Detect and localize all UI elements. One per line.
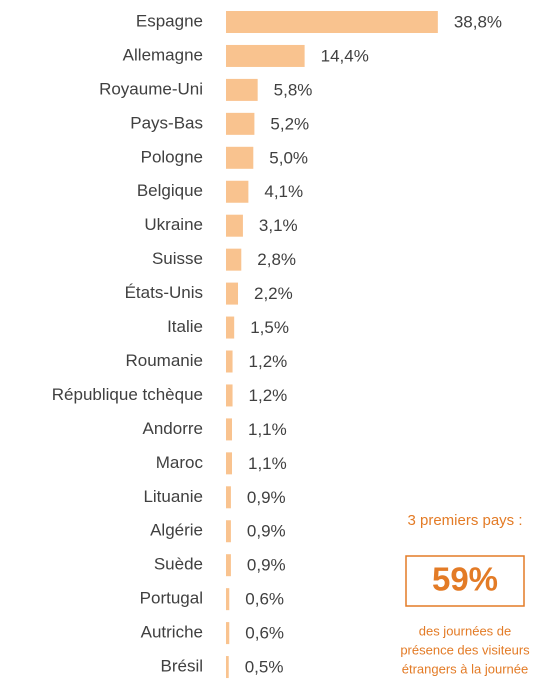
category-label: Suède xyxy=(154,555,203,574)
category-label: Autriche xyxy=(141,623,203,642)
bar xyxy=(226,452,233,475)
bar xyxy=(226,316,235,339)
category-label: Ukraine xyxy=(144,215,203,234)
category-label: Portugal xyxy=(140,589,203,608)
bar xyxy=(226,11,438,33)
category-label: Espagne xyxy=(136,11,203,30)
value-label: 1,2% xyxy=(249,352,288,371)
category-label: Suisse xyxy=(152,249,203,268)
bar xyxy=(226,520,231,543)
bar xyxy=(226,78,258,101)
category-label: Allemagne xyxy=(123,45,203,64)
value-label: 1,1% xyxy=(248,454,287,473)
annotation-box xyxy=(405,555,525,607)
category-label: États-Unis xyxy=(125,283,203,302)
bar xyxy=(226,554,231,577)
value-label: 5,2% xyxy=(270,114,309,133)
value-label: 3,1% xyxy=(259,216,298,235)
bar xyxy=(226,350,233,373)
category-label: Brésil xyxy=(160,657,203,676)
category-label: Lituanie xyxy=(143,487,203,506)
bar xyxy=(226,248,242,271)
category-label: République tchèque xyxy=(52,385,203,404)
value-label: 0,6% xyxy=(245,590,284,609)
value-label: 2,8% xyxy=(257,250,296,269)
bar xyxy=(226,622,230,645)
bar xyxy=(226,146,254,169)
category-label: Maroc xyxy=(156,453,204,472)
category-label: Roumanie xyxy=(126,351,204,370)
value-label: 0,5% xyxy=(245,658,284,677)
value-label: 1,2% xyxy=(249,386,288,405)
bar xyxy=(226,486,231,509)
value-label: 14,4% xyxy=(321,46,369,65)
value-label: 0,9% xyxy=(247,522,286,541)
value-label: 38,8% xyxy=(454,12,502,31)
annotation-value: 59% xyxy=(432,561,498,598)
category-label: Pays-Bas xyxy=(130,113,203,132)
category-label: Belgique xyxy=(137,181,203,200)
annotation-line: présence des visiteurs xyxy=(400,642,530,657)
category-label: Algérie xyxy=(150,521,203,540)
value-label: 1,5% xyxy=(250,318,289,337)
annotation-line: étrangers à la journée xyxy=(402,661,528,676)
category-label: Royaume-Uni xyxy=(99,79,203,98)
value-label: 1,1% xyxy=(248,420,287,439)
bar xyxy=(226,588,230,611)
value-label: 0,9% xyxy=(247,488,286,507)
bar xyxy=(226,112,255,135)
bar xyxy=(226,180,249,203)
value-label: 4,1% xyxy=(264,182,303,201)
category-label: Pologne xyxy=(141,147,203,166)
bar xyxy=(226,214,243,237)
category-label: Italie xyxy=(167,317,203,336)
bar xyxy=(226,656,229,679)
annotation-line: des journées de xyxy=(419,623,512,638)
bar xyxy=(226,282,239,305)
value-label: 2,2% xyxy=(254,284,293,303)
bar xyxy=(226,384,233,407)
bar xyxy=(226,44,305,67)
annotation-heading: 3 premiers pays : xyxy=(407,512,522,529)
category-label: Andorre xyxy=(143,419,203,438)
value-label: 0,9% xyxy=(247,556,286,575)
bar xyxy=(226,418,233,441)
value-label: 5,0% xyxy=(269,148,308,167)
value-label: 5,8% xyxy=(274,80,313,99)
value-label: 0,6% xyxy=(245,624,284,643)
